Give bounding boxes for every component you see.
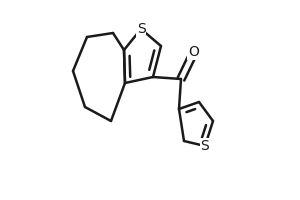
Text: S: S (201, 139, 209, 153)
Text: O: O (189, 45, 200, 59)
Text: S: S (136, 22, 146, 36)
